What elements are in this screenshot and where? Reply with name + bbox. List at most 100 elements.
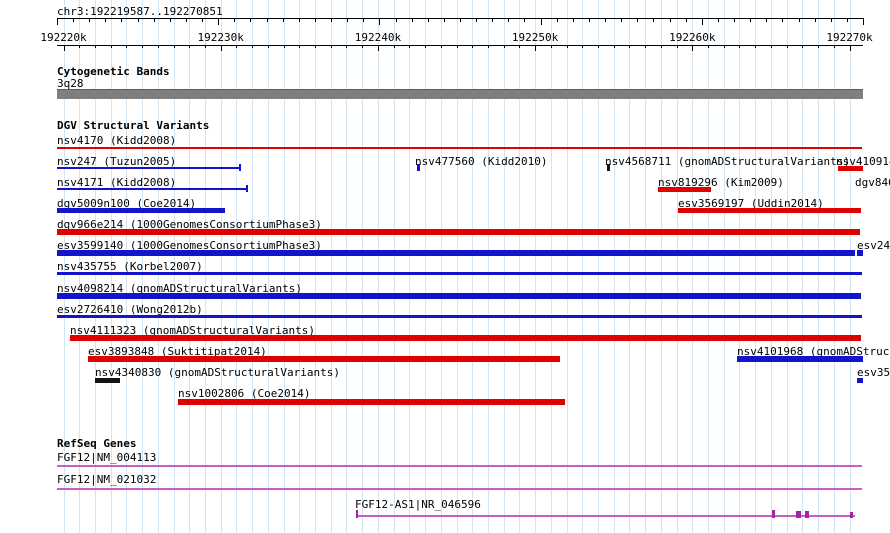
grid-line (582, 0, 584, 533)
variant-bar[interactable] (857, 250, 863, 256)
variant-bar[interactable] (178, 399, 565, 405)
variant-label[interactable]: nsv4171 (Kidd2008) (57, 176, 177, 189)
variant-end-tick[interactable] (239, 164, 241, 171)
grid-line (267, 0, 269, 533)
variant-bar[interactable] (658, 187, 711, 192)
gene-exon[interactable] (796, 511, 801, 518)
variant-label[interactable]: nsv4111323 (gnomADStructuralVariants) (70, 324, 316, 337)
variant-end-tick[interactable] (246, 185, 248, 192)
variant-bar[interactable] (737, 356, 863, 362)
detail-ruler-tick (566, 45, 568, 48)
variant-bar[interactable] (57, 229, 860, 235)
overview-ruler-tick (717, 18, 719, 22)
variant-bar[interactable] (57, 167, 240, 169)
scale-tick-label: 192270k (826, 31, 873, 44)
variant-label[interactable]: nsv4170 (Kidd2008) (57, 134, 177, 147)
variant-label[interactable]: nsv4101968 (gnomADStructuralVariants) (737, 345, 890, 358)
gene-exon[interactable] (356, 510, 358, 518)
grid-line (676, 0, 678, 533)
detail-ruler-tick (739, 45, 741, 48)
detail-ruler-tick (582, 45, 584, 48)
variant-label[interactable]: esv3569197 (Uddin2014) (678, 197, 824, 210)
grid-line (472, 0, 474, 533)
overview-ruler-tick (492, 18, 494, 22)
variant-label[interactable]: dgv5009n100 (Coe2014) (57, 197, 197, 210)
variant-label[interactable]: nsv819296 (Kim2009) (658, 176, 784, 189)
grid-line (739, 0, 741, 533)
grid-line (189, 0, 191, 533)
variant-bar[interactable] (70, 335, 861, 341)
overview-ruler-tick (153, 18, 155, 22)
variant-label[interactable]: nsv4568711 (gnomADStructuralVariants) (605, 155, 851, 168)
variant-label[interactable]: nsv4098214 (gnomADStructuralVariants) (57, 282, 303, 295)
gene-line[interactable] (57, 488, 862, 490)
detail-ruler-tick (786, 45, 788, 48)
grid-line (786, 0, 788, 533)
overview-ruler-tick (314, 18, 316, 22)
detail-ruler-tick (472, 45, 474, 48)
overview-ruler-tick (588, 18, 590, 22)
variant-label[interactable]: nsv477560 (Kidd2010) (415, 155, 548, 168)
variant-label[interactable]: esv3599140 (1000GenomesConsortiumPhase3) (57, 239, 322, 252)
variant-label[interactable]: nsv435755 (Korbel2007) (57, 260, 203, 273)
variant-bar[interactable] (838, 166, 863, 171)
variant-label[interactable]: esv3893848 (Suktitipat2014) (88, 345, 267, 358)
detail-ruler-tick (189, 45, 191, 48)
detail-ruler-tick (142, 45, 144, 48)
overview-ruler-tick (782, 18, 784, 22)
gene-exon[interactable] (850, 512, 853, 518)
variant-label[interactable]: dgv846 (855, 176, 890, 189)
grid-line (519, 0, 521, 533)
variant-bar[interactable] (57, 208, 225, 213)
variant-bar[interactable] (88, 356, 560, 362)
variant-bar[interactable] (95, 378, 120, 383)
gene-exon[interactable] (805, 511, 809, 518)
variant-label[interactable]: esv359 (857, 366, 890, 379)
detail-ruler-tick (409, 45, 411, 48)
variant-bar[interactable] (57, 293, 861, 299)
detail-ruler-tick (645, 45, 647, 48)
overview-ruler-tick (363, 18, 365, 22)
grid-line (535, 0, 537, 533)
variant-label[interactable]: nsv4340830 (gnomADStructuralVariants) (95, 366, 341, 379)
grid-line (346, 0, 348, 533)
variant-bar[interactable] (57, 315, 862, 318)
overview-ruler-tick (169, 18, 171, 22)
variant-bar[interactable] (57, 250, 855, 256)
overview-ruler-tick (685, 18, 687, 22)
variant-bar[interactable] (57, 188, 247, 190)
variant-label[interactable]: esv24 (857, 239, 890, 252)
gene-label[interactable]: FGF12|NM_004113 (57, 451, 157, 464)
overview-ruler-tick (637, 18, 639, 22)
detail-ruler-tick (425, 45, 427, 48)
detail-ruler-tick (126, 45, 128, 48)
variant-label[interactable]: esv2726410 (Wong2012b) (57, 303, 203, 316)
overview-ruler-tick (605, 18, 607, 22)
gene-exon[interactable] (772, 510, 775, 518)
overview-ruler-tick (121, 18, 123, 22)
variant-bar[interactable] (607, 164, 610, 171)
variant-bar[interactable] (57, 272, 862, 275)
variant-bar[interactable] (57, 147, 862, 149)
cytoband-bar (57, 89, 863, 99)
grid-line (833, 0, 835, 533)
gene-label[interactable]: FGF12|NM_021032 (57, 473, 157, 486)
section-title-dgv-structural-variants: DGV Structural Variants (57, 119, 210, 132)
detail-ruler-tick (613, 45, 615, 48)
variant-label[interactable]: nsv1002806 (Coe2014) (178, 387, 311, 400)
variant-label[interactable]: nsv247 (Tuzun2005) (57, 155, 177, 168)
grid-line (393, 0, 395, 533)
detail-ruler-tick (770, 45, 772, 48)
variant-label[interactable]: dgv966e214 (1000GenomesConsortiumPhase3) (57, 218, 322, 231)
detail-ruler-tick (267, 45, 269, 48)
variant-bar[interactable] (857, 378, 863, 383)
gene-label[interactable]: FGF12-AS1|NR_046596 (355, 498, 481, 511)
variant-bar[interactable] (678, 208, 861, 213)
variant-bar[interactable] (417, 164, 420, 171)
grid-line (94, 0, 96, 533)
variant-label[interactable]: nsv410914 (836, 155, 890, 168)
gene-line[interactable] (357, 515, 855, 517)
gene-line[interactable] (57, 465, 862, 467)
grid-line (503, 0, 505, 533)
